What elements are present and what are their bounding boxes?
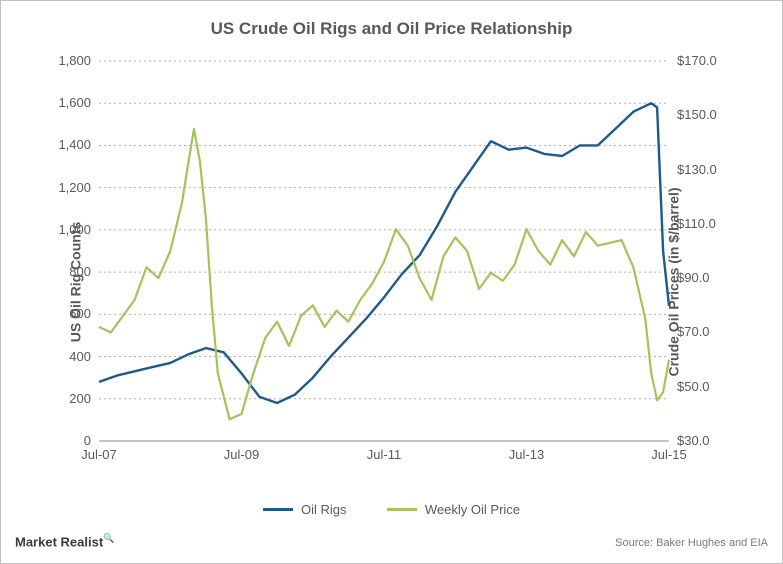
tick-label: $30.0 [677, 433, 710, 448]
tick-label: Jul-07 [81, 447, 116, 462]
tick-label: 1,000 [58, 222, 91, 237]
tick-label: 400 [69, 349, 91, 364]
plot-svg [99, 61, 669, 441]
brand-text: Market Realist [15, 534, 103, 549]
brand-icon: 🔍 [103, 533, 114, 543]
tick-label: 1,200 [58, 180, 91, 195]
legend-item-weekly-oil-price: Weekly Oil Price [387, 502, 520, 517]
legend-item-oil-rigs: Oil Rigs [263, 502, 347, 517]
tick-label: 1,800 [58, 53, 91, 68]
tick-label: 0 [84, 433, 91, 448]
legend-label-weekly-oil-price: Weekly Oil Price [425, 502, 520, 517]
source-label: Source: Baker Hughes and EIA [615, 537, 768, 549]
tick-label: $50.0 [677, 379, 710, 394]
tick-label: 1,600 [58, 95, 91, 110]
tick-label: 600 [69, 306, 91, 321]
tick-label: $70.0 [677, 324, 710, 339]
tick-label: Jul-11 [367, 447, 401, 462]
tick-label: $90.0 [677, 270, 710, 285]
chart-container: US Crude Oil Rigs and Oil Price Relation… [0, 0, 783, 564]
legend-swatch-weekly-oil-price [387, 508, 417, 511]
brand-label: Market Realist🔍 [15, 533, 114, 549]
tick-label: Jul-13 [509, 447, 544, 462]
legend: Oil Rigs Weekly Oil Price [1, 498, 782, 517]
tick-label: $150.0 [677, 107, 717, 122]
tick-label: 800 [69, 264, 91, 279]
tick-label: $130.0 [677, 162, 717, 177]
tick-label: 1,400 [58, 137, 91, 152]
tick-label: Jul-15 [651, 447, 686, 462]
legend-label-oil-rigs: Oil Rigs [301, 502, 347, 517]
tick-label: $170.0 [677, 53, 717, 68]
legend-swatch-oil-rigs [263, 508, 293, 511]
tick-label: Jul-09 [224, 447, 259, 462]
plot-area [99, 61, 669, 441]
tick-label: $110.0 [677, 216, 716, 231]
tick-label: 200 [69, 391, 91, 406]
y-left-axis-label: US Oil Rig Counts [67, 222, 83, 343]
chart-title: US Crude Oil Rigs and Oil Price Relation… [1, 19, 782, 39]
